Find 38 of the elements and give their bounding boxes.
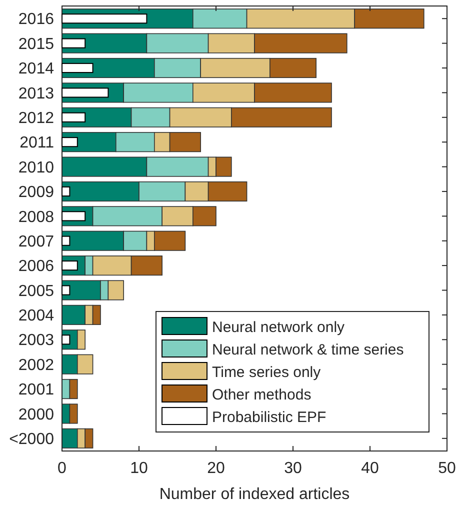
bar bbox=[62, 137, 78, 148]
bar bbox=[62, 14, 148, 24]
legend-label: Other methods bbox=[212, 386, 312, 404]
y-tick-label: 2007 bbox=[18, 233, 54, 250]
legend-label: Probabilistic EPF bbox=[212, 408, 326, 426]
y-tick-label: 2015 bbox=[18, 36, 54, 53]
y-tick-label: 2006 bbox=[18, 258, 54, 276]
x-tick-label: 20 bbox=[207, 460, 225, 477]
y-tick-label: <2000 bbox=[9, 431, 54, 448]
y-tick-label: 2009 bbox=[18, 184, 54, 202]
y-tick-label: 2001 bbox=[18, 382, 54, 399]
y-tick-label: 2010 bbox=[18, 159, 54, 176]
legend-label: Neural network only bbox=[212, 318, 346, 336]
bar bbox=[62, 236, 70, 246]
x-tick-label: 10 bbox=[130, 460, 148, 477]
legend-label: Time series only bbox=[212, 364, 322, 381]
bar bbox=[62, 38, 86, 48]
y-tick-label: 2003 bbox=[18, 332, 54, 350]
y-tick-label: 2008 bbox=[18, 208, 54, 226]
x-tick-label: 40 bbox=[361, 460, 379, 477]
bar bbox=[62, 62, 94, 74]
y-tick-label: 2004 bbox=[18, 308, 54, 325]
bar bbox=[62, 112, 86, 122]
bar bbox=[62, 186, 70, 196]
y-tick-label: 2013 bbox=[18, 85, 54, 102]
y-tick-label: 2016 bbox=[18, 11, 54, 28]
x-tick-label: 0 bbox=[58, 460, 67, 477]
y-tick-label: 2011 bbox=[20, 134, 54, 152]
y-tick-label: 2002 bbox=[18, 356, 54, 374]
y-tick-label: 2005 bbox=[18, 282, 54, 300]
y-tick-label: 2000 bbox=[18, 406, 54, 424]
y-tick-label: 2012 bbox=[18, 110, 54, 127]
legend-label: Neural network & time series bbox=[212, 341, 404, 358]
y-tick-label: 2014 bbox=[18, 60, 54, 78]
bar bbox=[62, 285, 70, 296]
x-tick-label: 30 bbox=[284, 460, 302, 477]
x-axis-title: Number of indexed articles bbox=[159, 486, 350, 503]
x-tick-label: 50 bbox=[438, 460, 456, 477]
